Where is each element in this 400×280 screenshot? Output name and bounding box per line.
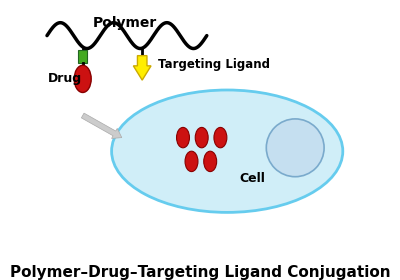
Ellipse shape bbox=[214, 127, 227, 148]
Bar bbox=[78, 50, 88, 63]
Ellipse shape bbox=[112, 90, 343, 213]
FancyArrow shape bbox=[133, 56, 151, 80]
Text: Targeting Ligand: Targeting Ligand bbox=[158, 58, 270, 71]
Text: Cell: Cell bbox=[240, 172, 266, 185]
Ellipse shape bbox=[266, 119, 324, 177]
Ellipse shape bbox=[74, 65, 91, 92]
FancyArrow shape bbox=[81, 113, 122, 138]
Text: Polymer: Polymer bbox=[93, 16, 157, 30]
Text: Drug: Drug bbox=[48, 73, 82, 85]
Ellipse shape bbox=[204, 151, 217, 172]
Text: Polymer–Drug–Targeting Ligand Conjugation: Polymer–Drug–Targeting Ligand Conjugatio… bbox=[10, 265, 390, 280]
Ellipse shape bbox=[176, 127, 190, 148]
Ellipse shape bbox=[185, 151, 198, 172]
Ellipse shape bbox=[195, 127, 208, 148]
